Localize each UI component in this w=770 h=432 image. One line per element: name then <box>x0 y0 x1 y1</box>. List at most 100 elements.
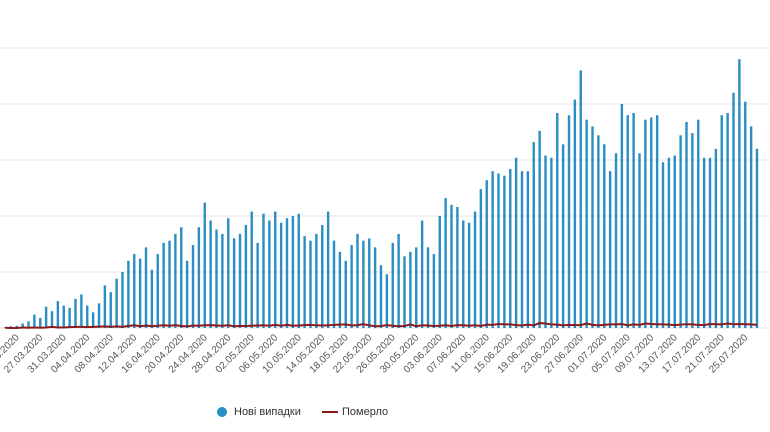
bar <box>603 144 606 328</box>
bar <box>597 135 600 328</box>
bar <box>755 148 759 328</box>
legend-label: Нові випадки <box>234 406 301 418</box>
bar <box>174 233 177 328</box>
bar <box>309 240 312 328</box>
bar <box>221 233 224 328</box>
bar <box>162 242 165 328</box>
bar <box>420 220 424 328</box>
bar <box>338 251 342 328</box>
bar <box>197 227 201 328</box>
bar <box>97 303 101 328</box>
bar <box>585 119 588 329</box>
bar <box>39 317 42 328</box>
bar <box>203 202 206 328</box>
bar <box>491 171 494 328</box>
bar <box>667 157 671 328</box>
bar <box>632 112 635 329</box>
bar <box>50 311 54 328</box>
bar <box>303 236 306 328</box>
bar <box>121 272 124 328</box>
bar <box>274 211 277 328</box>
bar <box>644 119 647 329</box>
bar <box>285 218 289 328</box>
bar <box>15 325 18 328</box>
bar <box>697 119 700 329</box>
bar <box>397 233 400 328</box>
bar <box>467 222 471 328</box>
bar <box>503 175 506 328</box>
bar <box>738 59 741 328</box>
bar <box>232 238 236 328</box>
bar <box>638 153 641 328</box>
bar <box>350 245 353 328</box>
bar <box>650 117 653 328</box>
bar <box>279 222 283 328</box>
bar <box>714 148 718 328</box>
bar <box>655 115 659 328</box>
bar <box>321 224 324 328</box>
bar <box>3 327 7 328</box>
bar <box>673 155 676 328</box>
bar <box>91 312 95 328</box>
bar <box>209 220 212 328</box>
bar <box>514 157 518 328</box>
bar <box>749 126 753 329</box>
bar <box>368 238 371 328</box>
bar <box>103 285 107 328</box>
bar <box>297 213 300 328</box>
bar <box>138 258 142 328</box>
bar <box>80 294 83 328</box>
bar <box>708 157 712 328</box>
bar <box>415 247 418 328</box>
bar <box>608 171 612 328</box>
bar <box>315 233 318 328</box>
bar <box>544 155 547 328</box>
bar <box>509 168 512 328</box>
bar <box>385 274 389 328</box>
bar <box>74 298 77 328</box>
bar <box>720 115 723 328</box>
bar <box>567 115 571 328</box>
bar <box>150 269 154 328</box>
bar <box>526 171 530 328</box>
bar <box>691 133 694 328</box>
line <box>4 322 758 329</box>
bar <box>180 227 183 328</box>
bar <box>238 233 242 328</box>
bar <box>250 211 253 328</box>
bar <box>685 121 688 328</box>
bar <box>550 157 553 328</box>
bar <box>520 171 524 328</box>
bar <box>62 305 65 328</box>
bar <box>591 126 594 329</box>
bar <box>391 242 394 328</box>
bar <box>614 153 618 328</box>
bar <box>450 204 453 328</box>
bar <box>133 254 136 328</box>
bar <box>168 240 171 328</box>
bar <box>262 213 265 328</box>
bar <box>27 321 30 328</box>
bar <box>373 247 377 328</box>
bar <box>362 240 365 328</box>
bar <box>268 220 271 328</box>
bar <box>326 211 330 328</box>
bar <box>744 101 747 328</box>
legend-marker <box>217 407 227 417</box>
bar <box>432 254 436 328</box>
bar <box>21 323 24 328</box>
bar <box>86 305 89 328</box>
bar <box>356 233 359 328</box>
bar <box>497 173 500 328</box>
bar <box>462 220 465 328</box>
bar <box>444 198 447 328</box>
bar <box>409 251 412 328</box>
bar <box>473 211 477 328</box>
bar <box>33 314 36 328</box>
bar <box>344 260 347 328</box>
bar <box>56 301 60 328</box>
bar <box>127 260 130 328</box>
legend-label: Померло <box>342 406 388 418</box>
legend: Нові випадки Померло <box>217 406 388 418</box>
bar <box>561 144 565 328</box>
